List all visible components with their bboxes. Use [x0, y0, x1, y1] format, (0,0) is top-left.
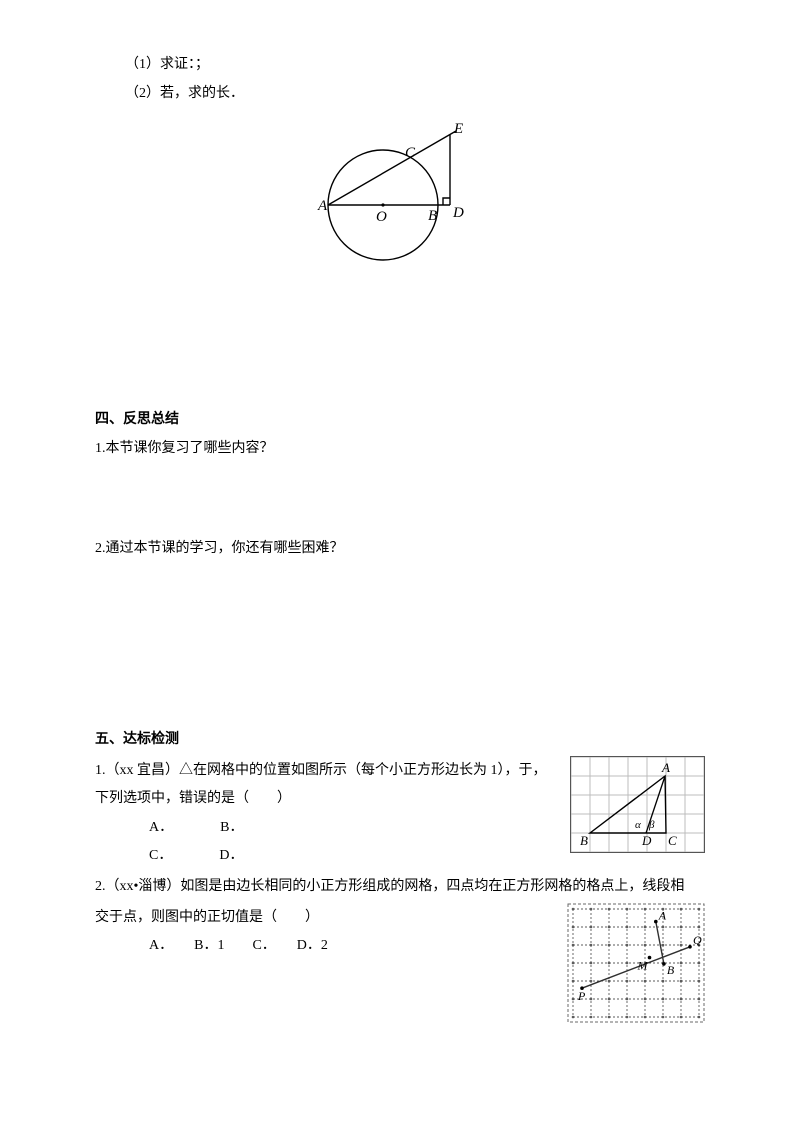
q1-block: 1.（xx 宜昌）△在网格中的位置如图所示（每个小正方形边长为 1），于， 下列… — [95, 756, 705, 872]
label-A: A — [317, 198, 328, 214]
section4-q1: 1.本节课你复习了哪些内容？ — [95, 436, 705, 463]
q2-block: 交于点，则图中的正切值是（ ） A． B．1 C． D．2 P Q A B M — [95, 903, 705, 1034]
q2-opts: A． B．1 C． D．2 — [95, 933, 549, 960]
section4-heading: 四、反思总结 — [95, 407, 705, 434]
circle-diagram: A B C D E O — [288, 115, 513, 275]
svg-text:D: D — [641, 833, 652, 848]
label-B: B — [428, 208, 437, 224]
q1-opt-b: B． — [220, 820, 243, 835]
section5-heading: 五、达标检测 — [95, 727, 705, 754]
svg-text:β: β — [648, 819, 655, 831]
intro-line2: （2）若，求的长． — [95, 81, 705, 108]
circle-diagram-wrap: A B C D E O — [95, 115, 705, 275]
svg-text:α: α — [635, 819, 641, 831]
svg-text:A: A — [661, 760, 670, 775]
label-O: O — [376, 209, 387, 225]
svg-text:Q: Q — [693, 932, 702, 946]
svg-text:C: C — [668, 833, 677, 848]
svg-text:B: B — [580, 833, 588, 848]
svg-text:A: A — [658, 908, 667, 922]
label-D: D — [452, 205, 464, 221]
q1-opts-row1: A． B． — [95, 815, 552, 842]
label-C: C — [405, 145, 416, 161]
section4-q2: 2.通过本节课的学习，你还有哪些困难？ — [95, 536, 705, 563]
q1-line2: 下列选项中，错误的是（ ） — [95, 786, 552, 813]
q1-opt-c: C． — [149, 848, 172, 863]
q2-line2: 交于点，则图中的正切值是（ ） — [95, 905, 549, 932]
svg-text:M: M — [637, 958, 649, 972]
svg-text:P: P — [577, 989, 586, 1003]
q2-line1: 2.（xx•淄博）如图是由边长相同的小正方形组成的网格，四点均在正方形网格的格点… — [95, 874, 705, 901]
svg-text:B: B — [667, 962, 675, 976]
q1-line1: 1.（xx 宜昌）△在网格中的位置如图所示（每个小正方形边长为 1），于， — [95, 758, 552, 785]
q1-opt-a: A． — [149, 820, 173, 835]
dot-grid-diagram: P Q A B M — [567, 903, 705, 1023]
label-E: E — [453, 121, 463, 137]
intro-line1: （1）求证：； — [95, 52, 705, 79]
triangle-grid-diagram: αβ A B C D — [570, 756, 705, 853]
q1-opt-d: D． — [219, 848, 243, 863]
q1-opts-row2: C． D． — [95, 843, 552, 870]
